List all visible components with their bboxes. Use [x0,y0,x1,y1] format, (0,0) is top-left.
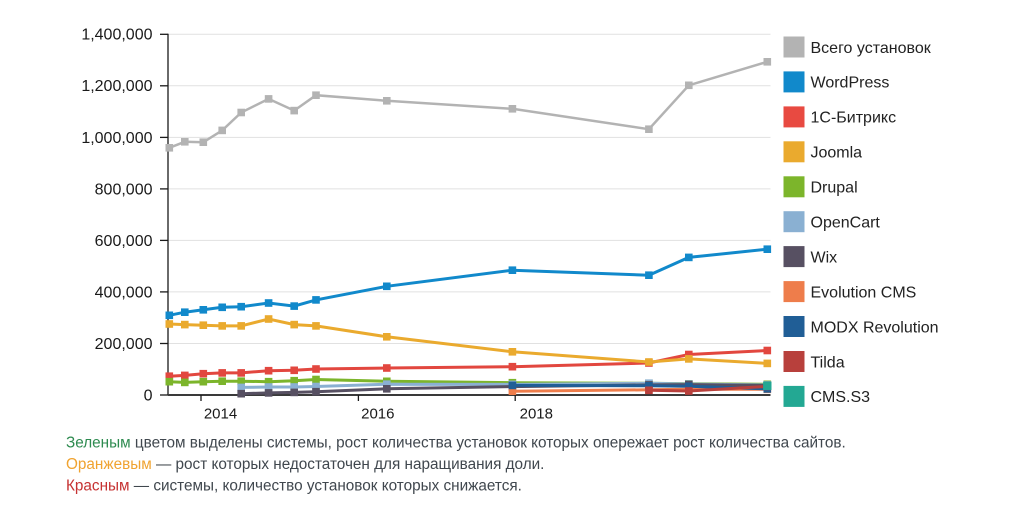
svg-text:Красным — системы, количество: Красным — системы, количество установок … [66,477,522,494]
svg-text:Оранжевым — рост которых недос: Оранжевым — рост которых недостаточен дл… [66,456,544,473]
svg-text:1,400,000: 1,400,000 [81,27,152,44]
svg-text:1,000,000: 1,000,000 [81,130,152,147]
svg-text:Tilda: Tilda [811,354,845,371]
svg-text:Зеленым цветом выделены систем: Зеленым цветом выделены системы, рост ко… [66,434,846,451]
svg-text:2018: 2018 [520,406,553,423]
svg-text:CMS.S3: CMS.S3 [811,389,871,406]
svg-text:400,000: 400,000 [95,284,153,301]
svg-text:WordPress: WordPress [811,75,890,92]
svg-text:600,000: 600,000 [95,233,153,250]
svg-text:Drupal: Drupal [811,180,858,197]
svg-text:Wix: Wix [811,249,838,266]
svg-text:MODX Revolution: MODX Revolution [811,319,939,336]
svg-text:1,200,000: 1,200,000 [81,78,152,95]
svg-text:Всего установок: Всего установок [811,40,932,57]
svg-text:OpenCart: OpenCart [811,215,881,232]
svg-text:Evolution CMS: Evolution CMS [811,284,917,301]
svg-text:1С-Битрикс: 1С-Битрикс [811,110,897,127]
svg-text:800,000: 800,000 [95,181,153,198]
svg-text:Joomla: Joomla [811,145,863,162]
svg-text:0: 0 [144,387,153,404]
svg-text:2016: 2016 [361,406,394,423]
svg-text:2014: 2014 [204,406,237,423]
svg-text:200,000: 200,000 [95,336,153,353]
